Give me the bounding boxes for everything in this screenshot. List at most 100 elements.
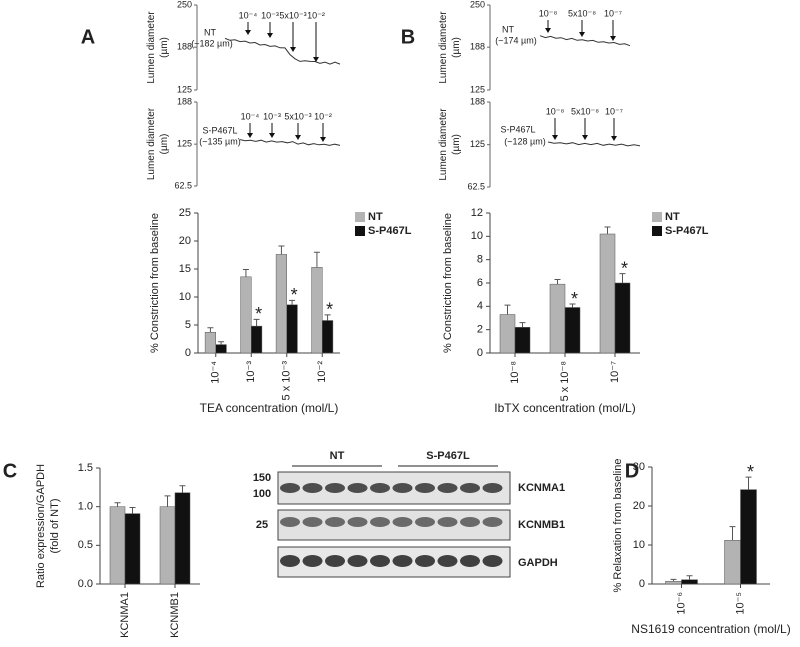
x-axis-label: IbTX concentration (mol/L): [494, 401, 635, 415]
legend-swatch: [355, 212, 365, 222]
arrow-label: 5x10⁻³: [284, 111, 311, 121]
band: [415, 483, 435, 493]
error-bar: [324, 314, 331, 321]
y-tick-label: 0: [477, 347, 483, 359]
y-axis-label: Lumen diameter: [438, 11, 449, 84]
bar: [549, 283, 566, 354]
trace-label: (~182 µm): [191, 38, 232, 48]
arrow-head: [267, 33, 273, 38]
error-bar: [745, 476, 752, 490]
bar: [124, 513, 141, 585]
error-bar: [519, 322, 526, 328]
trace-label: S-P467L: [202, 125, 237, 135]
trace-label: (~135 µm): [199, 136, 240, 146]
trace-label: S-P467L: [500, 124, 535, 134]
bar: [275, 254, 288, 354]
band: [302, 517, 323, 527]
error-bar: [164, 495, 171, 507]
bar: [599, 233, 616, 354]
legend-label: NT: [368, 211, 383, 223]
band: [325, 555, 345, 567]
arrow-label: 10⁻³: [263, 111, 281, 121]
error-bar: [218, 341, 225, 345]
y-tick-label: 6: [477, 277, 483, 289]
significance-mark: *: [621, 258, 628, 278]
y-axis-label: (µm): [451, 134, 462, 155]
panel-label: C: [3, 460, 17, 482]
y-axis-label: Lumen diameter: [146, 11, 157, 84]
band: [325, 517, 345, 527]
y-tick-label: 250: [470, 0, 485, 9]
arrow-label: 10⁻⁴: [239, 10, 258, 20]
y-tick-label: 5: [185, 319, 191, 331]
band: [482, 517, 503, 527]
arrow-head: [313, 57, 319, 62]
band: [392, 483, 413, 493]
trace-line: [224, 37, 341, 65]
significance-mark: *: [747, 462, 754, 482]
error-bar: [207, 327, 214, 333]
arrow-head: [245, 30, 251, 35]
bar: [174, 492, 191, 585]
bar: [724, 540, 741, 585]
x-tick-label: KCNMA1: [119, 592, 131, 638]
arrow-head: [269, 133, 275, 138]
arrow-head: [611, 136, 617, 141]
band: [460, 483, 480, 493]
arrow-head: [247, 133, 253, 138]
panel-label: B: [401, 26, 415, 48]
marker-label: 150: [253, 472, 271, 484]
bar: [215, 344, 227, 354]
trace-line: [539, 35, 631, 47]
band: [302, 483, 323, 493]
bar: [251, 325, 263, 354]
error-bar: [554, 279, 561, 285]
band: [302, 555, 323, 567]
protein-label: KCNMA1: [518, 482, 565, 494]
y-axis-label: (µm): [451, 37, 462, 58]
band: [370, 517, 390, 527]
error-bar: [313, 251, 320, 268]
band: [347, 517, 368, 527]
significance-mark: *: [571, 289, 578, 309]
trace-label: NT: [502, 24, 514, 34]
arrow-head: [545, 28, 551, 33]
x-tick-label: 10⁻⁴: [210, 361, 222, 384]
error-bar: [278, 245, 285, 255]
y-tick-label: 1.0: [78, 501, 93, 513]
panel-label: A: [81, 26, 95, 48]
arrow-label: 10⁻⁸: [539, 8, 558, 18]
band: [370, 555, 390, 567]
group-label: NT: [330, 450, 345, 462]
arrow-label: 5x10⁻⁸: [571, 106, 599, 116]
y-tick-label: 188: [470, 96, 485, 106]
band: [482, 555, 503, 567]
band: [280, 517, 300, 527]
arrow-head: [610, 36, 616, 41]
error-bar: [289, 299, 296, 305]
arrow-head: [582, 135, 588, 140]
arrow-head: [552, 135, 558, 140]
band: [482, 483, 503, 493]
arrow-label: 10⁻⁸: [546, 106, 565, 116]
marker-label: 100: [253, 488, 271, 500]
x-tick-label: 10⁻⁵: [734, 592, 746, 615]
band: [347, 555, 368, 567]
bar: [614, 282, 631, 354]
y-tick-label: 125: [177, 139, 192, 149]
y-tick-label: 20: [179, 235, 191, 247]
significance-mark: *: [291, 285, 298, 305]
y-tick-label: 8: [477, 254, 483, 266]
x-tick-label: 10⁻⁸: [509, 361, 521, 384]
y-tick-label: 250: [177, 0, 192, 9]
band: [392, 517, 413, 527]
band: [280, 483, 300, 493]
x-tick-label: 10⁻⁷: [609, 361, 621, 383]
band: [325, 483, 345, 493]
significance-mark: *: [326, 300, 333, 320]
arrow-label: 10⁻²: [307, 10, 325, 20]
error-bar: [604, 226, 611, 234]
y-tick-label: 125: [470, 84, 485, 94]
legend-label: S-P467L: [665, 225, 709, 237]
